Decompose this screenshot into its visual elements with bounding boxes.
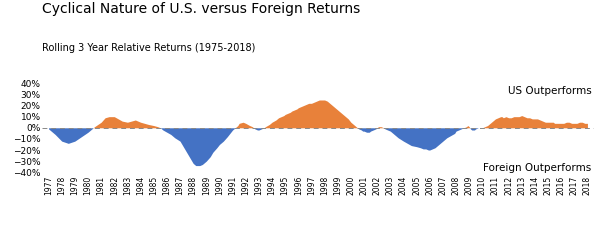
Text: US Outperforms: US Outperforms <box>508 86 592 96</box>
Text: Cyclical Nature of U.S. versus Foreign Returns: Cyclical Nature of U.S. versus Foreign R… <box>42 2 360 16</box>
Text: Foreign Outperforms: Foreign Outperforms <box>483 163 592 173</box>
Text: Rolling 3 Year Relative Returns (1975-2018): Rolling 3 Year Relative Returns (1975-20… <box>42 43 256 53</box>
